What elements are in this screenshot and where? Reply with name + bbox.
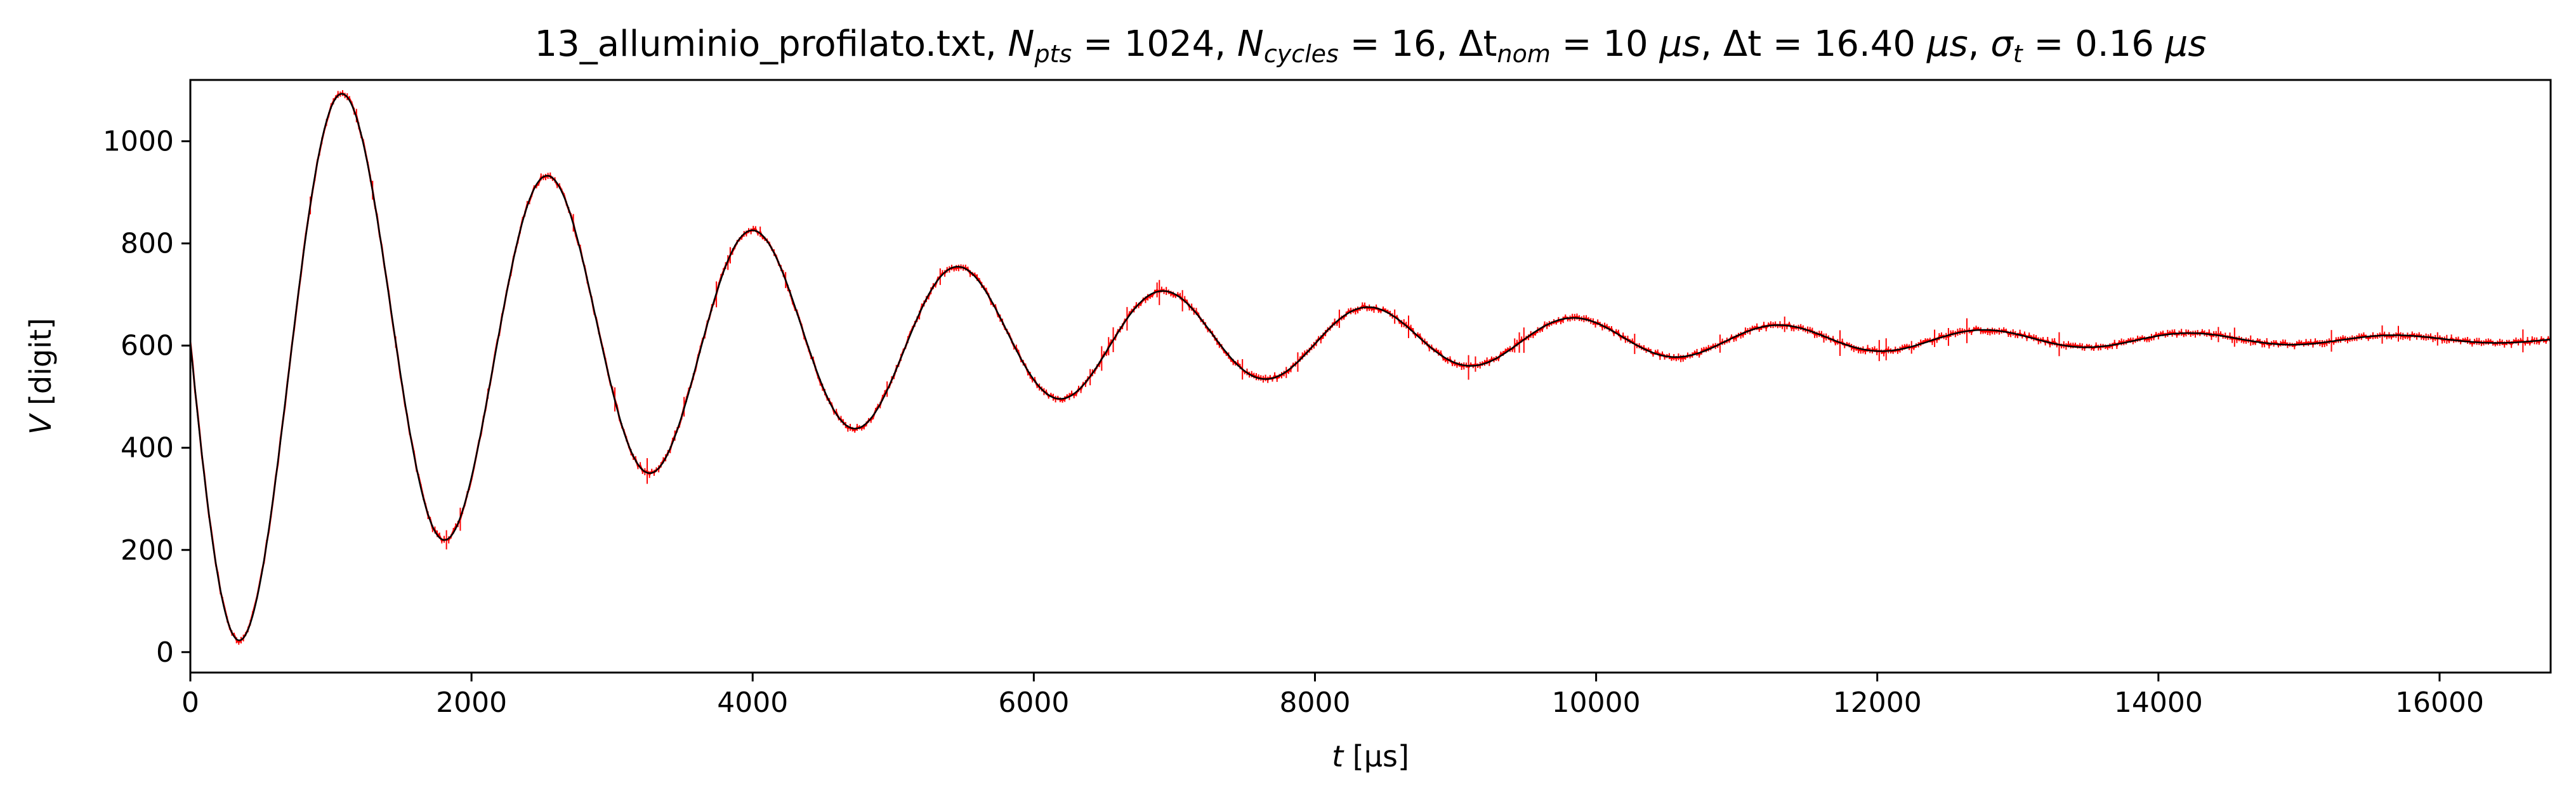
x-axis-ticks: 0 2000 4000 6000 8000 10000 12000 14000 16000	[181, 673, 2484, 719]
plot-frame	[189, 79, 2552, 674]
x-tick-label: 4000	[717, 687, 788, 719]
y-axis-symbol: V	[23, 412, 58, 435]
title-unit-1: μs	[1659, 23, 1700, 65]
y-tick-label: 800	[121, 228, 174, 260]
title-file: 13_alluminio_profilato.txt	[534, 23, 985, 65]
x-tick-label: 8000	[1279, 687, 1350, 719]
title-dtnom-value: 10	[1603, 23, 1648, 65]
x-tick-label: 2000	[436, 687, 507, 719]
title-dtnom-sub: nom	[1497, 40, 1551, 68]
x-axis-label: t [μs]	[1332, 739, 1409, 773]
x-tick-label: 0	[181, 687, 199, 719]
x-tick-label: 6000	[998, 687, 1069, 719]
y-axis-label: V [digit]	[23, 318, 58, 435]
title-ncycles-symbol: N	[1237, 23, 1264, 65]
title-ncycles-value: 16	[1391, 23, 1436, 65]
title-npts-value: 1024	[1124, 23, 1215, 65]
y-tick-label: 400	[121, 432, 174, 464]
x-axis-unit: [μs]	[1353, 739, 1409, 773]
title-ncycles-sub: cycles	[1264, 40, 1339, 68]
x-axis-symbol: t	[1332, 739, 1344, 773]
y-tick-label: 200	[121, 534, 174, 567]
title-dt-symbol: Δt	[1723, 23, 1761, 65]
x-tick-label: 10000	[1552, 687, 1641, 719]
x-tick-label: 14000	[2114, 687, 2203, 719]
title-dt-value: 16.40	[1814, 23, 1916, 65]
title-unit-2: μs	[1926, 23, 1968, 65]
title-sigma-symbol: σ	[1990, 23, 2014, 65]
y-tick-label: 1000	[103, 126, 174, 158]
title-sigma-sub: t	[2013, 40, 2024, 68]
title-sigma-value: 0.16	[2075, 23, 2154, 65]
y-tick-label: 600	[121, 330, 174, 362]
x-tick-label: 16000	[2395, 687, 2484, 719]
title-npts-sub: pts	[1034, 40, 1072, 68]
title-npts-symbol: N	[1008, 23, 1035, 65]
x-tick-label: 12000	[1833, 687, 1922, 719]
plot-fit-layer	[189, 93, 2551, 641]
y-axis-unit: [digit]	[23, 318, 58, 405]
y-axis-ticks: 0 200 400 600 800 1000	[103, 126, 190, 669]
title-dtnom-symbol: Δt	[1459, 23, 1497, 65]
fit-curve-line	[189, 93, 2551, 641]
chart-title: 13_alluminio_profilato.txt, Npts = 1024,…	[534, 23, 2206, 68]
title-unit-3: μs	[2165, 23, 2207, 65]
y-tick-label: 0	[156, 636, 174, 669]
